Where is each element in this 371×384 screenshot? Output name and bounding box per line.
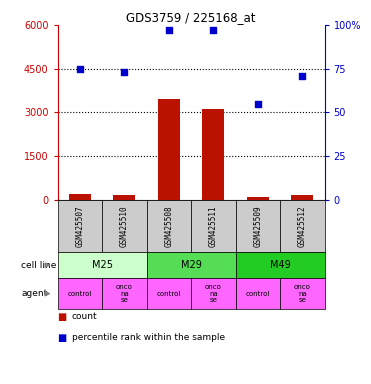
Point	[210, 27, 216, 33]
Bar	[113, 195, 135, 200]
Bar	[191, 278, 236, 309]
Bar	[147, 252, 236, 278]
Text: M49: M49	[270, 260, 290, 270]
Text: GSM425508: GSM425508	[164, 205, 173, 247]
Bar	[102, 278, 147, 309]
Title: GDS3759 / 225168_at: GDS3759 / 225168_at	[126, 11, 256, 24]
Text: percentile rank within the sample: percentile rank within the sample	[72, 333, 225, 343]
Bar	[247, 197, 269, 200]
Point	[77, 66, 83, 72]
Text: control: control	[68, 291, 92, 296]
Text: agent: agent	[22, 289, 48, 298]
Bar	[58, 252, 147, 278]
Bar	[291, 195, 313, 200]
Text: GSM425509: GSM425509	[253, 205, 262, 247]
Point	[121, 69, 127, 75]
Bar	[202, 109, 224, 200]
Bar	[147, 278, 191, 309]
Bar	[158, 99, 180, 200]
Bar	[236, 252, 325, 278]
Bar	[236, 200, 280, 252]
Bar	[280, 278, 325, 309]
Bar	[58, 200, 102, 252]
Bar	[280, 200, 325, 252]
Text: cell line: cell line	[22, 261, 57, 270]
Bar	[191, 200, 236, 252]
Text: onco
na
se: onco na se	[294, 284, 311, 303]
Bar	[102, 200, 147, 252]
Text: count: count	[72, 312, 97, 321]
Text: control: control	[246, 291, 270, 296]
Text: GSM425507: GSM425507	[75, 205, 84, 247]
Bar	[147, 200, 191, 252]
Text: GSM425512: GSM425512	[298, 205, 307, 247]
Bar	[69, 194, 91, 200]
Text: ■: ■	[58, 312, 67, 322]
Bar	[58, 278, 102, 309]
Bar	[236, 278, 280, 309]
Text: ■: ■	[58, 333, 67, 343]
Text: onco
na
se: onco na se	[116, 284, 133, 303]
Text: onco
na
se: onco na se	[205, 284, 222, 303]
Text: GSM425511: GSM425511	[209, 205, 218, 247]
Text: GSM425510: GSM425510	[120, 205, 129, 247]
Text: M25: M25	[92, 260, 112, 270]
Point	[299, 73, 305, 79]
Point	[255, 101, 261, 107]
Point	[166, 27, 172, 33]
Text: control: control	[157, 291, 181, 296]
Text: M29: M29	[181, 260, 201, 270]
